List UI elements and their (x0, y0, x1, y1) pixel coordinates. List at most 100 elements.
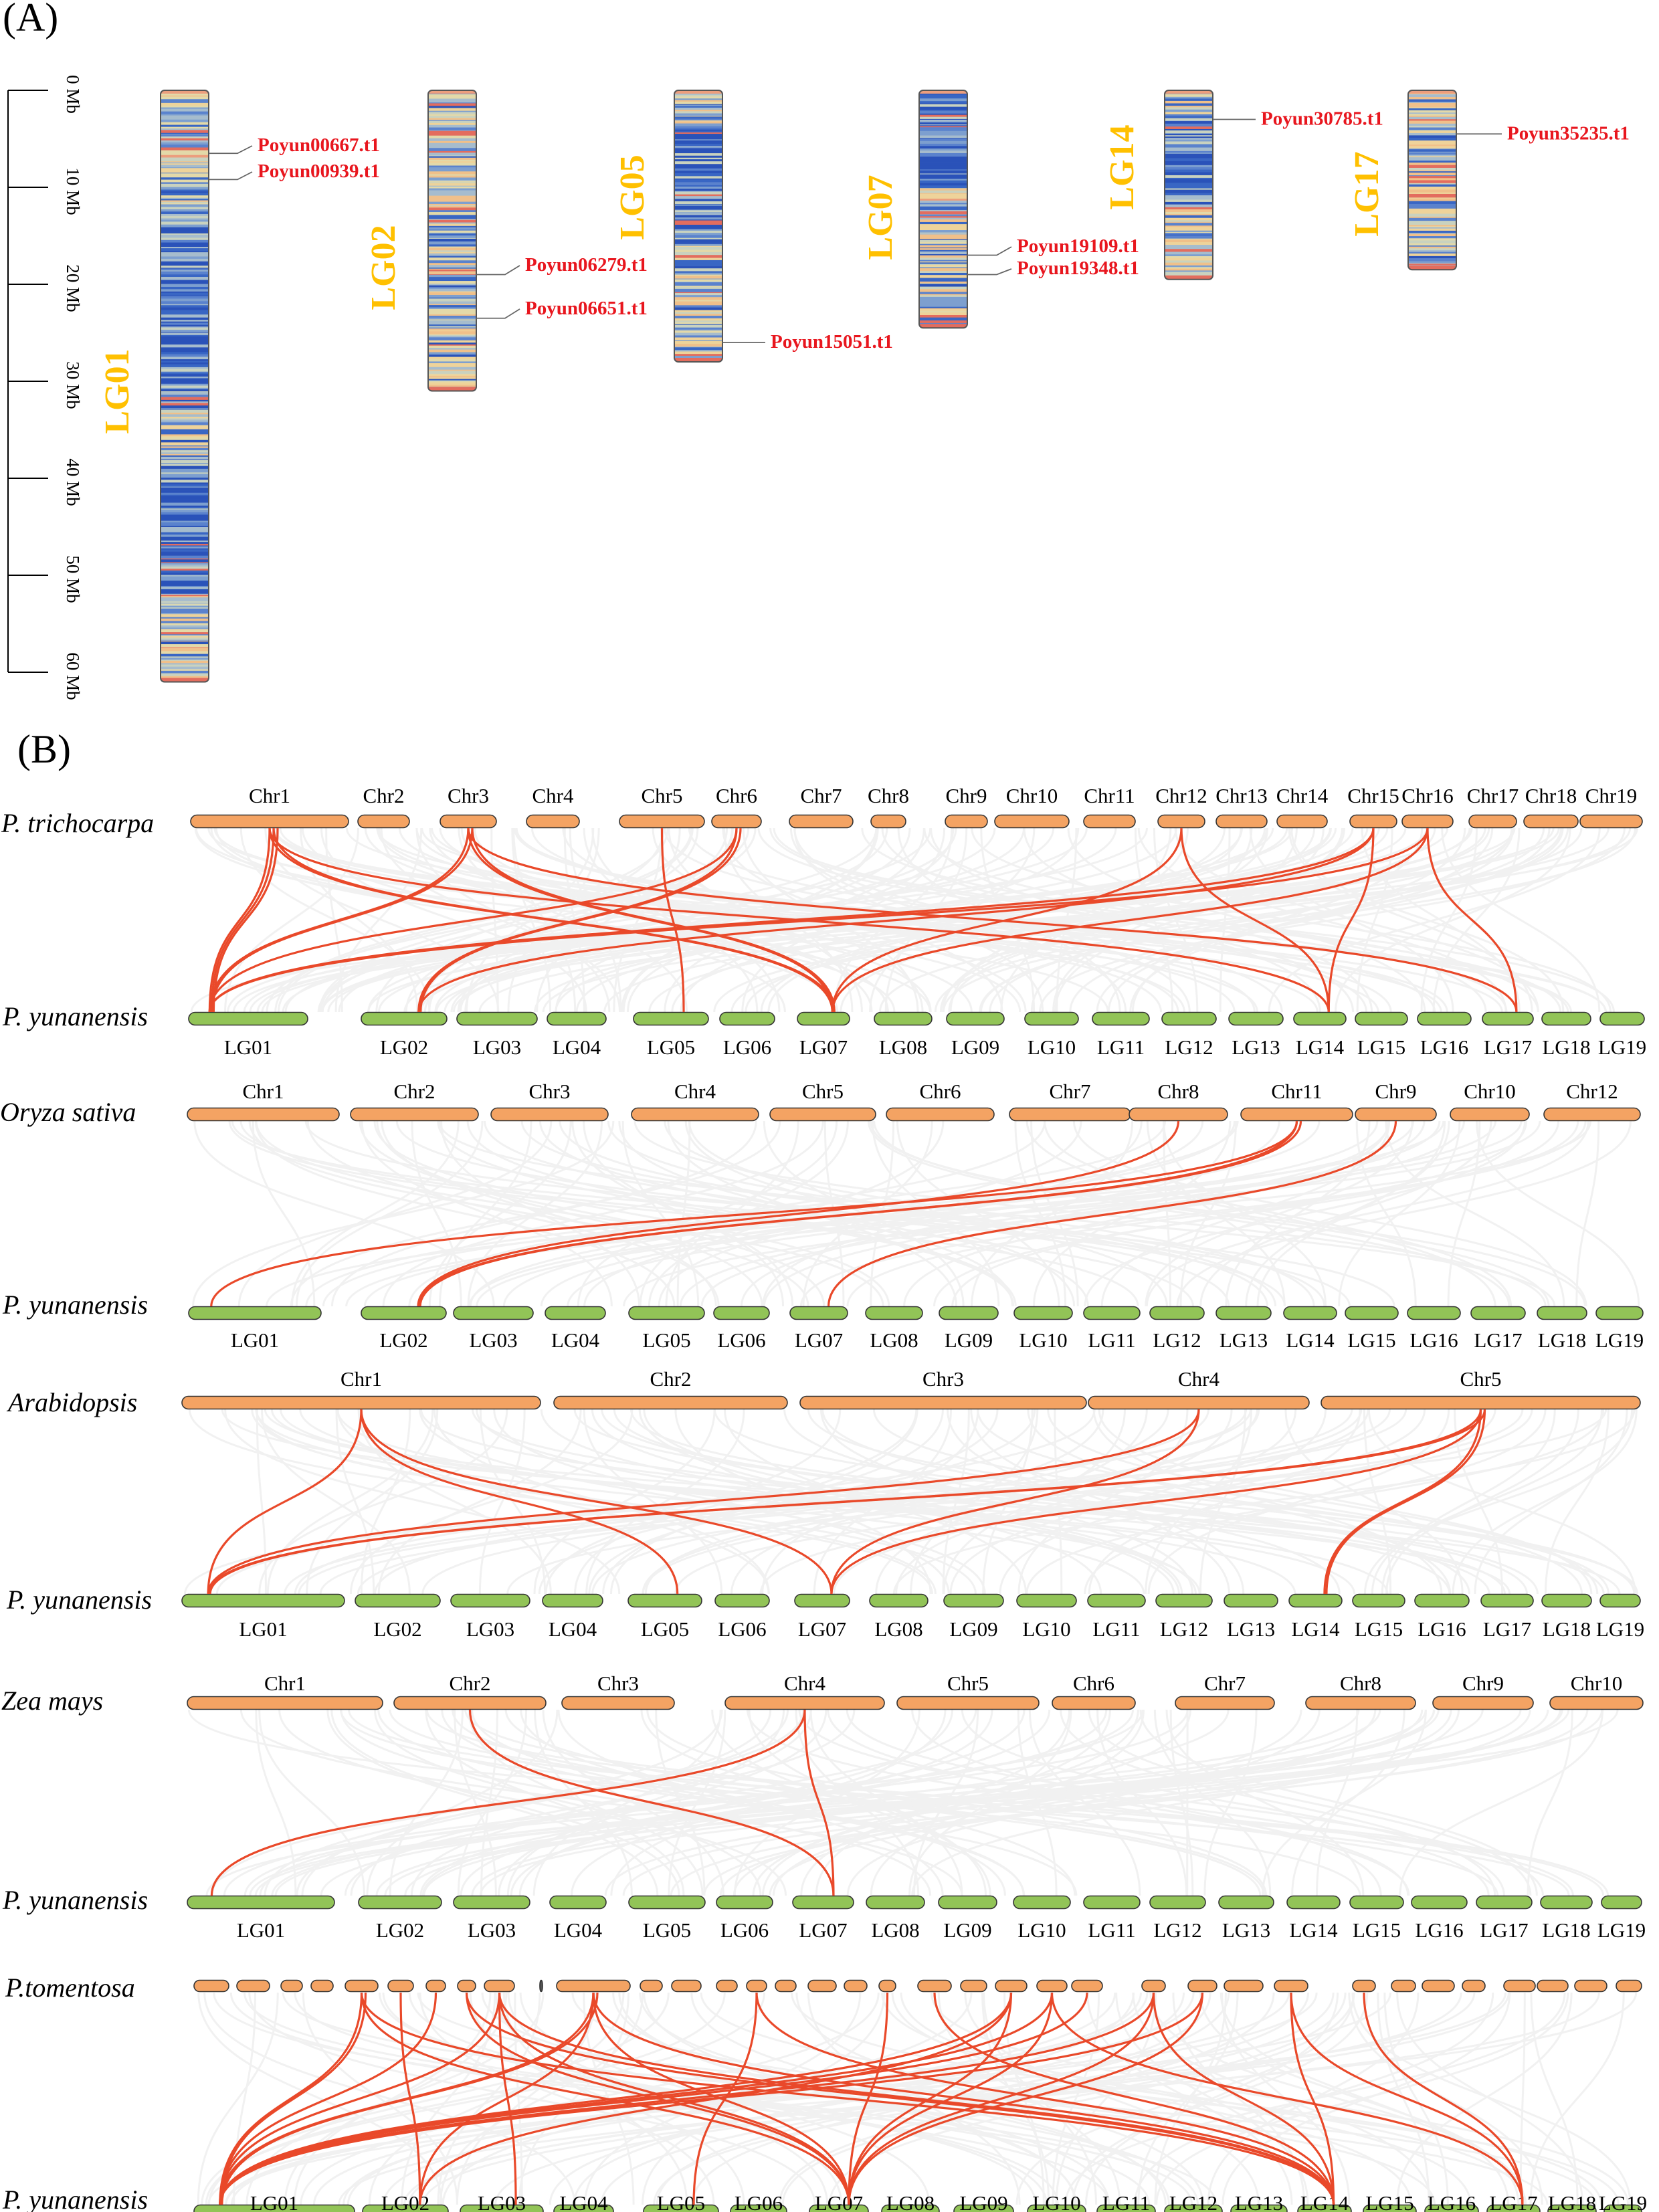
scale-tick-label: 60 Mb (63, 652, 83, 700)
bottom-chromosome-bar (1218, 1895, 1274, 1910)
bottom-chromosome-label: LG18 (1543, 1617, 1591, 1641)
bottom-chromosome-label: LG03 (468, 1918, 516, 1942)
top-chromosome-bar (526, 814, 580, 829)
bottom-species-label: P. yunanensis (2, 1290, 148, 1320)
bottom-chromosome-label: LG06 (717, 1328, 765, 1352)
bottom-chromosome-label: LG02 (376, 1918, 424, 1942)
top-chromosome-label: Chr5 (642, 784, 683, 807)
synteny-link (471, 827, 836, 1013)
top-chromosome-label: Chr16 (1401, 784, 1454, 807)
bottom-chromosome-bar (874, 1011, 933, 1026)
bottom-chromosome-label: LG18 (1542, 1918, 1590, 1942)
background-synteny-links (187, 1709, 1619, 1896)
panel-a-label: (A) (3, 0, 58, 39)
top-chromosome-label: Chr4 (532, 784, 575, 807)
chromosome-outline (674, 90, 723, 363)
chromosome-lg17: LG17 Poyun35235.t1 (1348, 90, 1630, 271)
gene-marker: Poyun00667.t1 (209, 134, 380, 156)
synteny-link (208, 827, 271, 1013)
bottom-chromosome-bar (1288, 1593, 1343, 1608)
bottom-chromosome-bar (1601, 1895, 1642, 1910)
bottom-chromosome-bar (869, 1593, 929, 1608)
top-chromosome-label: Chr19 (1585, 784, 1638, 807)
bottom-chromosome-bar (1092, 1011, 1150, 1026)
bottom-chromosome-label: LG04 (554, 1918, 603, 1942)
bottom-chromosome-label: LG19 (1596, 1617, 1644, 1641)
top-chromosome-bar (1462, 1979, 1486, 1993)
top-chromosome-bar (1141, 1979, 1166, 1993)
bottom-chromosome-bar (453, 1306, 534, 1320)
bottom-chromosome-label: LG04 (559, 2191, 608, 2212)
bottom-chromosome-bar (1149, 1306, 1205, 1320)
synteny-link (209, 1409, 1486, 1595)
bottom-chromosome-label: LG01 (224, 1035, 272, 1059)
chromosome-outline (1164, 90, 1213, 280)
density-bands (1408, 90, 1456, 270)
bottom-chromosome-label: LG09 (951, 1035, 999, 1059)
synteny-row-3: Chr1 Chr2 Chr3 Chr4 Chr5 LG01 LG02 LG03 LG04 LG05… (6, 1367, 1644, 1641)
gene-marker: Poyun19348.t1 (967, 258, 1139, 279)
bottom-chromosome-label: LG07 (815, 2191, 863, 2212)
top-chromosome-bar (960, 1979, 987, 1993)
bottom-chromosome-bar (938, 1895, 997, 1910)
top-species-label: P.tomentosa (5, 1973, 135, 2003)
bottom-chromosome-label: LG14 (1300, 2191, 1349, 2212)
bottom-chromosome-bar (361, 1011, 448, 1026)
top-chromosome-bar (187, 1107, 340, 1122)
top-chromosome-bar (1052, 1696, 1136, 1710)
bottom-chromosome-bar (809, 2204, 869, 2212)
bottom-chromosome-bar (1411, 1895, 1468, 1910)
synteny-link (1152, 1992, 1335, 2205)
bottom-chromosome-bar (1486, 2204, 1541, 2212)
bottom-chromosome-bar (714, 1593, 770, 1608)
bottom-chromosome-label: LG11 (1088, 1328, 1135, 1352)
bottom-chromosome-bar (1087, 1593, 1146, 1608)
bottom-chromosome-bar (1149, 1895, 1206, 1910)
bottom-chromosome-label: LG13 (1219, 1328, 1268, 1352)
top-chromosome-label: Chr4 (1178, 1367, 1220, 1391)
density-bands (428, 90, 476, 391)
bottom-chromosome-bar (1541, 1593, 1592, 1608)
density-bands (674, 90, 722, 362)
bottom-chromosome-bar (633, 1011, 709, 1026)
synteny-link (692, 1992, 758, 2205)
bottom-chromosome-bar (188, 1306, 322, 1320)
top-chromosome-bar (1468, 814, 1517, 829)
top-genome-chromosomes: Chr1 Chr2 Chr3 Chr4 Chr5 Chr6 Chr7 Chr8 Chr9 Chr1… (190, 784, 1643, 829)
bottom-chromosome-label: LG03 (466, 1617, 514, 1641)
synteny-link (1180, 827, 1330, 1013)
panel-b-label: (B) (17, 727, 71, 771)
bottom-chromosome-bar (628, 1895, 706, 1910)
chromosome-name: LG14 (1103, 124, 1141, 209)
synteny-link (468, 1709, 835, 1896)
gene-label: Poyun06651.t1 (525, 298, 648, 319)
bottom-chromosome-label: LG15 (1353, 1918, 1401, 1942)
synteny-link (210, 827, 275, 1013)
bottom-chromosome-bar (1352, 1593, 1405, 1608)
bottom-chromosome-label: LG10 (1019, 1328, 1067, 1352)
chromosome-name: LG01 (98, 348, 136, 433)
bottom-chromosome-label: LG10 (1032, 2191, 1080, 2212)
background-synteny-links (190, 827, 1638, 1013)
bottom-chromosome-bar (1595, 1306, 1644, 1320)
top-chromosome-bar (345, 1979, 379, 1993)
top-chromosome-label: Chr6 (920, 1080, 961, 1103)
top-chromosome-bar (484, 1979, 515, 1993)
bottom-chromosome-label: LG10 (1022, 1617, 1070, 1641)
synteny-link (419, 827, 742, 1013)
bottom-chromosome-label: LG18 (1542, 1035, 1590, 1059)
top-chromosome-bar (1083, 814, 1136, 829)
top-chromosome-bar (457, 1979, 476, 1993)
bottom-chromosome-label: LG01 (239, 1617, 287, 1641)
bottom-chromosome-bar (361, 1306, 447, 1320)
gene-label: Poyun06279.t1 (525, 254, 648, 276)
bottom-chromosome-label: LG16 (1409, 1328, 1458, 1352)
bottom-chromosome-label: LG06 (723, 1035, 771, 1059)
top-chromosome-bar (878, 1979, 896, 1993)
bottom-chromosome-bar (1417, 1011, 1472, 1026)
bottom-chromosome-label: LG12 (1153, 1918, 1201, 1942)
bottom-chromosome-label: LG17 (1483, 1617, 1531, 1641)
top-chromosome-bar (1574, 1979, 1607, 1993)
top-chromosome-bar (619, 814, 705, 829)
bottom-chromosome-bar (943, 1593, 1004, 1608)
